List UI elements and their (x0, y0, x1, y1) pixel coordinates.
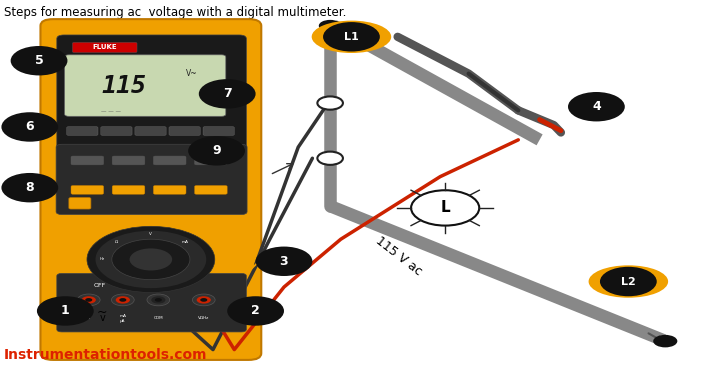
Circle shape (200, 298, 207, 302)
Text: COM: COM (153, 316, 163, 320)
FancyBboxPatch shape (40, 19, 261, 360)
Circle shape (600, 267, 657, 296)
FancyBboxPatch shape (72, 42, 137, 53)
Text: FLUKE: FLUKE (93, 45, 117, 50)
FancyBboxPatch shape (153, 185, 186, 194)
Circle shape (1, 173, 58, 202)
Text: OFF: OFF (93, 283, 106, 288)
Circle shape (119, 298, 126, 302)
Circle shape (130, 248, 173, 270)
FancyBboxPatch shape (153, 156, 186, 165)
FancyBboxPatch shape (56, 144, 247, 215)
Text: 6: 6 (26, 120, 34, 134)
Text: L: L (440, 201, 450, 215)
Text: 9: 9 (212, 144, 221, 158)
Text: A: A (87, 316, 90, 320)
Text: V~: V~ (186, 69, 197, 78)
Circle shape (85, 298, 92, 302)
Text: 8: 8 (26, 181, 34, 194)
Text: 5: 5 (35, 54, 43, 67)
Text: — — —: — — — (102, 109, 121, 114)
Circle shape (1, 112, 58, 142)
FancyBboxPatch shape (71, 156, 104, 165)
FancyBboxPatch shape (67, 127, 98, 135)
Text: 115 V ac: 115 V ac (373, 234, 424, 278)
Text: VΩHz: VΩHz (198, 316, 209, 320)
FancyBboxPatch shape (65, 55, 226, 116)
Circle shape (82, 296, 96, 304)
Circle shape (227, 296, 284, 326)
Circle shape (317, 96, 343, 110)
Circle shape (411, 190, 479, 226)
Circle shape (653, 335, 677, 347)
FancyBboxPatch shape (57, 35, 246, 151)
Ellipse shape (589, 265, 668, 298)
Circle shape (155, 298, 162, 302)
Text: v: v (99, 313, 105, 323)
Text: 4: 4 (592, 100, 601, 113)
Circle shape (319, 20, 342, 32)
Circle shape (192, 294, 215, 306)
Circle shape (317, 152, 343, 165)
Ellipse shape (312, 21, 391, 53)
Text: ~: ~ (97, 306, 107, 319)
Text: L2: L2 (621, 276, 635, 287)
FancyBboxPatch shape (195, 185, 227, 194)
Text: 3: 3 (280, 255, 288, 268)
Text: Ω: Ω (115, 240, 119, 244)
Circle shape (112, 239, 190, 280)
Circle shape (147, 294, 170, 306)
Circle shape (256, 247, 312, 276)
Circle shape (96, 231, 207, 288)
Text: mA
μA: mA μA (119, 314, 126, 323)
Text: Instrumentationtools.com: Instrumentationtools.com (4, 348, 207, 362)
FancyBboxPatch shape (203, 127, 234, 135)
Circle shape (199, 79, 256, 109)
FancyBboxPatch shape (69, 198, 91, 209)
FancyBboxPatch shape (57, 273, 246, 332)
Text: mA: mA (182, 240, 189, 244)
Text: 115: 115 (102, 74, 147, 98)
FancyBboxPatch shape (71, 185, 104, 194)
Text: 1: 1 (61, 304, 70, 318)
FancyBboxPatch shape (135, 127, 166, 135)
FancyBboxPatch shape (112, 185, 145, 194)
Text: Hz: Hz (100, 258, 105, 261)
Circle shape (188, 136, 245, 166)
Circle shape (87, 226, 215, 293)
Text: L1: L1 (344, 32, 359, 42)
Text: 2: 2 (251, 304, 260, 318)
Circle shape (77, 294, 100, 306)
Circle shape (111, 294, 134, 306)
Text: V: V (149, 233, 153, 236)
Text: 7: 7 (223, 87, 231, 100)
Circle shape (116, 296, 130, 304)
FancyBboxPatch shape (101, 127, 132, 135)
Circle shape (323, 22, 380, 52)
Circle shape (568, 92, 625, 121)
Circle shape (11, 46, 67, 75)
Circle shape (37, 296, 94, 326)
Circle shape (197, 296, 211, 304)
FancyBboxPatch shape (195, 156, 227, 165)
Text: Steps for measuring ac  voltage with a digital multimeter.: Steps for measuring ac voltage with a di… (4, 6, 346, 18)
FancyBboxPatch shape (112, 156, 145, 165)
FancyBboxPatch shape (169, 127, 200, 135)
Circle shape (151, 296, 165, 304)
